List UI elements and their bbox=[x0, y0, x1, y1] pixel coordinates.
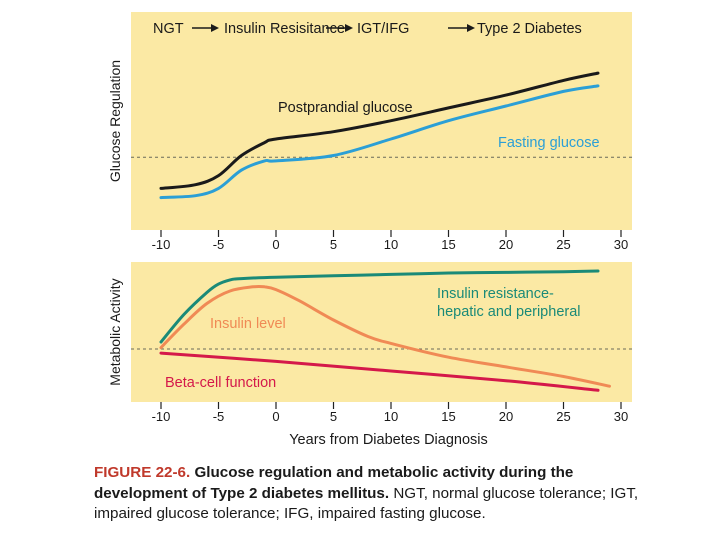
series-label-insulin-level: Insulin level bbox=[210, 316, 286, 332]
banner-arrow-icon bbox=[326, 24, 353, 32]
x-tick-label: 5 bbox=[330, 237, 337, 252]
x-tick-label: 0 bbox=[272, 409, 279, 424]
x-tick-label: 30 bbox=[614, 237, 628, 252]
banner-stage-type-2-diabetes: Type 2 Diabetes bbox=[477, 21, 582, 37]
banner-stage-ngt: NGT bbox=[153, 21, 184, 37]
x-tick-label: -10 bbox=[152, 237, 171, 252]
x-tick-label: 20 bbox=[499, 237, 513, 252]
caption-title: Glucose regulation and metabolic activit… bbox=[94, 464, 574, 502]
x-tick-label: 10 bbox=[384, 237, 398, 252]
series-label-fasting-glucose: Fasting glucose bbox=[498, 135, 600, 151]
figure-caption: FIGURE 22-6. Glucose regulation and meta… bbox=[94, 463, 654, 525]
banner-stage-insulin-resisitance: Insulin Resisitance bbox=[224, 21, 345, 37]
x-axis-label: Years from Diabetes Diagnosis bbox=[289, 432, 488, 448]
series-line-insulin-level bbox=[159, 284, 611, 388]
y-axis-label: Glucose Regulation bbox=[107, 60, 123, 182]
series-label-insulin-resistance-hepatic-and-peripheral: Insulin resistance-hepatic and periphera… bbox=[437, 286, 581, 320]
caption-label: FIGURE 22-6. bbox=[94, 464, 191, 481]
banner-arrow-icon bbox=[192, 24, 219, 32]
x-tick-label: 10 bbox=[384, 409, 398, 424]
y-axis-label: Metabolic Activity bbox=[107, 278, 123, 385]
x-tick-label: 15 bbox=[441, 409, 455, 424]
x-tick-label: 5 bbox=[330, 409, 337, 424]
series-label-postprandial-glucose: Postprandial glucose bbox=[278, 100, 413, 116]
series-label-beta-cell-function: Beta-cell function bbox=[165, 375, 276, 391]
series-line-postprandial-glucose bbox=[159, 71, 600, 190]
x-tick-label: 25 bbox=[556, 237, 570, 252]
x-tick-label: -5 bbox=[213, 237, 225, 252]
chart-panel-1: Glucose Regulation -10 -5 0 5 10 15 20 25 30 NGT In… bbox=[107, 12, 632, 252]
x-tick-label: 15 bbox=[441, 237, 455, 252]
x-tick-label: 20 bbox=[499, 409, 513, 424]
banner-stage-igt-ifg: IGT/IFG bbox=[357, 21, 409, 37]
caption-body: NGT, normal glucose tolerance; IGT, impa… bbox=[94, 484, 639, 523]
series-line-beta-cell-function bbox=[159, 351, 600, 392]
chart-panel-2: Metabolic Activity -10 -5 0 5 10 15 20 25 30 Years… bbox=[107, 262, 632, 448]
series-line-insulin-resistance-hepatic-and-peripheral bbox=[159, 269, 600, 344]
banner-arrow-icon bbox=[448, 24, 475, 32]
figure-charts: Glucose Regulation -10 -5 0 5 10 15 20 25 30 NGT In… bbox=[107, 12, 632, 448]
x-tick-label: 30 bbox=[614, 409, 628, 424]
x-tick-label: -10 bbox=[152, 409, 171, 424]
plot-background bbox=[131, 12, 632, 230]
x-tick-label: 0 bbox=[272, 237, 279, 252]
x-tick-label: -5 bbox=[213, 409, 225, 424]
x-tick-label: 25 bbox=[556, 409, 570, 424]
series-line-fasting-glucose bbox=[159, 84, 600, 200]
